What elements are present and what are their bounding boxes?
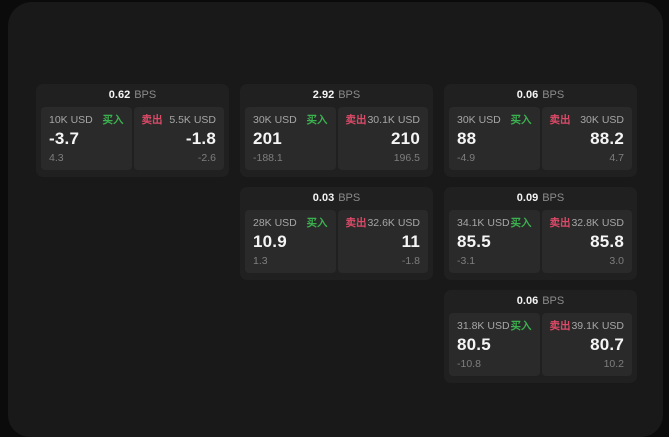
spread-header: 0.09 BPS (444, 187, 637, 210)
buy-tile[interactable]: 28K USD 买入 10.9 1.3 (245, 210, 336, 273)
quote-card-6: 0.06 BPS 31.8K USD 买入 80.5 -10.8 卖出 39.1… (444, 290, 637, 383)
sell-side-label: 卖出 (549, 320, 571, 332)
buy-size: 10K USD (49, 114, 93, 126)
sell-price: 88.2 (590, 128, 624, 148)
sell-size: 5.5K USD (169, 114, 216, 126)
sell-tile[interactable]: 卖出 39.1K USD 80.7 10.2 (541, 313, 632, 376)
sell-price: 11 (401, 231, 420, 251)
buy-side-label: 买入 (510, 217, 532, 229)
spread-header: 0.06 BPS (444, 290, 637, 313)
spread-header: 2.92 BPS (240, 84, 433, 107)
buy-side-label: 买入 (306, 217, 328, 229)
buy-side-label: 买入 (306, 114, 328, 126)
spread-value: 0.03 (312, 192, 335, 204)
quote-tiles: 28K USD 买入 10.9 1.3 卖出 32.6K USD 11 -1.8 (240, 210, 433, 273)
quote-card-3: 0.06 BPS 30K USD 买入 88 -4.9 卖出 30K USD 8… (444, 84, 637, 177)
buy-sub-value: -188.1 (253, 151, 283, 164)
buy-size: 34.1K USD (457, 217, 510, 229)
spread-unit: BPS (338, 89, 361, 101)
spread-unit: BPS (542, 89, 565, 101)
quote-card-4: 0.03 BPS 28K USD 买入 10.9 1.3 卖出 32.6K US… (240, 187, 433, 280)
sell-side-label: 卖出 (345, 217, 367, 229)
sell-size: 32.6K USD (367, 217, 420, 229)
sell-size: 32.8K USD (571, 217, 624, 229)
buy-size: 30K USD (253, 114, 297, 126)
sell-sub-value: 196.5 (393, 151, 420, 164)
sell-sub-value: 3.0 (609, 254, 624, 267)
sell-side-label: 卖出 (549, 217, 571, 229)
quote-tiles: 31.8K USD 买入 80.5 -10.8 卖出 39.1K USD 80.… (444, 313, 637, 376)
buy-tile[interactable]: 31.8K USD 买入 80.5 -10.8 (449, 313, 540, 376)
spread-value: 0.62 (108, 89, 131, 101)
buy-price: 201 (253, 128, 282, 148)
sell-tile[interactable]: 卖出 32.8K USD 85.8 3.0 (541, 210, 632, 273)
quote-tiles: 10K USD 买入 -3.7 4.3 卖出 5.5K USD -1.8 -2.… (36, 107, 229, 170)
sell-side-label: 卖出 (345, 114, 367, 126)
sell-tile[interactable]: 卖出 32.6K USD 11 -1.8 (337, 210, 428, 273)
buy-price: -3.7 (49, 128, 80, 148)
buy-tile[interactable]: 30K USD 买入 88 -4.9 (449, 107, 540, 170)
sell-sub-value: 4.7 (609, 151, 624, 164)
quote-tiles: 30K USD 买入 201 -188.1 卖出 30.1K USD 210 1… (240, 107, 433, 170)
buy-tile[interactable]: 30K USD 买入 201 -188.1 (245, 107, 336, 170)
buy-sub-value: -4.9 (457, 151, 476, 164)
sell-price: -1.8 (185, 128, 216, 148)
sell-size: 30K USD (580, 114, 624, 126)
spread-unit: BPS (542, 192, 565, 204)
sell-sub-value: -1.8 (401, 254, 420, 267)
quote-card-1: 0.62 BPS 10K USD 买入 -3.7 4.3 卖出 5.5K USD… (36, 84, 229, 177)
quote-card-5: 0.09 BPS 34.1K USD 买入 85.5 -3.1 卖出 32.8K… (444, 187, 637, 280)
buy-price: 88 (457, 128, 477, 148)
quote-card-2: 2.92 BPS 30K USD 买入 201 -188.1 卖出 30.1K … (240, 84, 433, 177)
sell-tile[interactable]: 卖出 30K USD 88.2 4.7 (541, 107, 632, 170)
buy-size: 30K USD (457, 114, 501, 126)
spread-unit: BPS (338, 192, 361, 204)
sell-side-label: 卖出 (549, 114, 571, 126)
buy-side-label: 买入 (510, 114, 532, 126)
buy-price: 85.5 (457, 231, 491, 251)
sell-tile[interactable]: 卖出 5.5K USD -1.8 -2.6 (133, 107, 224, 170)
sell-size: 30.1K USD (367, 114, 420, 126)
buy-tile[interactable]: 10K USD 买入 -3.7 4.3 (41, 107, 132, 170)
buy-price: 10.9 (253, 231, 287, 251)
buy-tile[interactable]: 34.1K USD 买入 85.5 -3.1 (449, 210, 540, 273)
sell-price: 80.7 (590, 334, 624, 354)
sell-price: 85.8 (590, 231, 624, 251)
spread-value: 2.92 (312, 89, 335, 101)
spread-unit: BPS (134, 89, 157, 101)
spread-unit: BPS (542, 295, 565, 307)
quote-tiles: 34.1K USD 买入 85.5 -3.1 卖出 32.8K USD 85.8… (444, 210, 637, 273)
spread-header: 0.03 BPS (240, 187, 433, 210)
buy-sub-value: 1.3 (253, 254, 268, 267)
buy-sub-value: -10.8 (457, 357, 481, 370)
buy-size: 31.8K USD (457, 320, 510, 332)
spread-value: 0.09 (516, 192, 539, 204)
quote-tiles: 30K USD 买入 88 -4.9 卖出 30K USD 88.2 4.7 (444, 107, 637, 170)
sell-size: 39.1K USD (571, 320, 624, 332)
sell-side-label: 卖出 (141, 114, 163, 126)
buy-size: 28K USD (253, 217, 297, 229)
buy-side-label: 买入 (102, 114, 124, 126)
buy-price: 80.5 (457, 334, 491, 354)
spread-value: 0.06 (516, 295, 539, 307)
main-panel: 0.62 BPS 10K USD 买入 -3.7 4.3 卖出 5.5K USD… (8, 2, 663, 437)
spread-value: 0.06 (516, 89, 539, 101)
sell-price: 210 (391, 128, 420, 148)
sell-tile[interactable]: 卖出 30.1K USD 210 196.5 (337, 107, 428, 170)
spread-header: 0.06 BPS (444, 84, 637, 107)
buy-sub-value: -3.1 (457, 254, 476, 267)
sell-sub-value: 10.2 (603, 357, 624, 370)
buy-sub-value: 4.3 (49, 151, 64, 164)
spread-header: 0.62 BPS (36, 84, 229, 107)
buy-side-label: 买入 (510, 320, 532, 332)
sell-sub-value: -2.6 (197, 151, 216, 164)
